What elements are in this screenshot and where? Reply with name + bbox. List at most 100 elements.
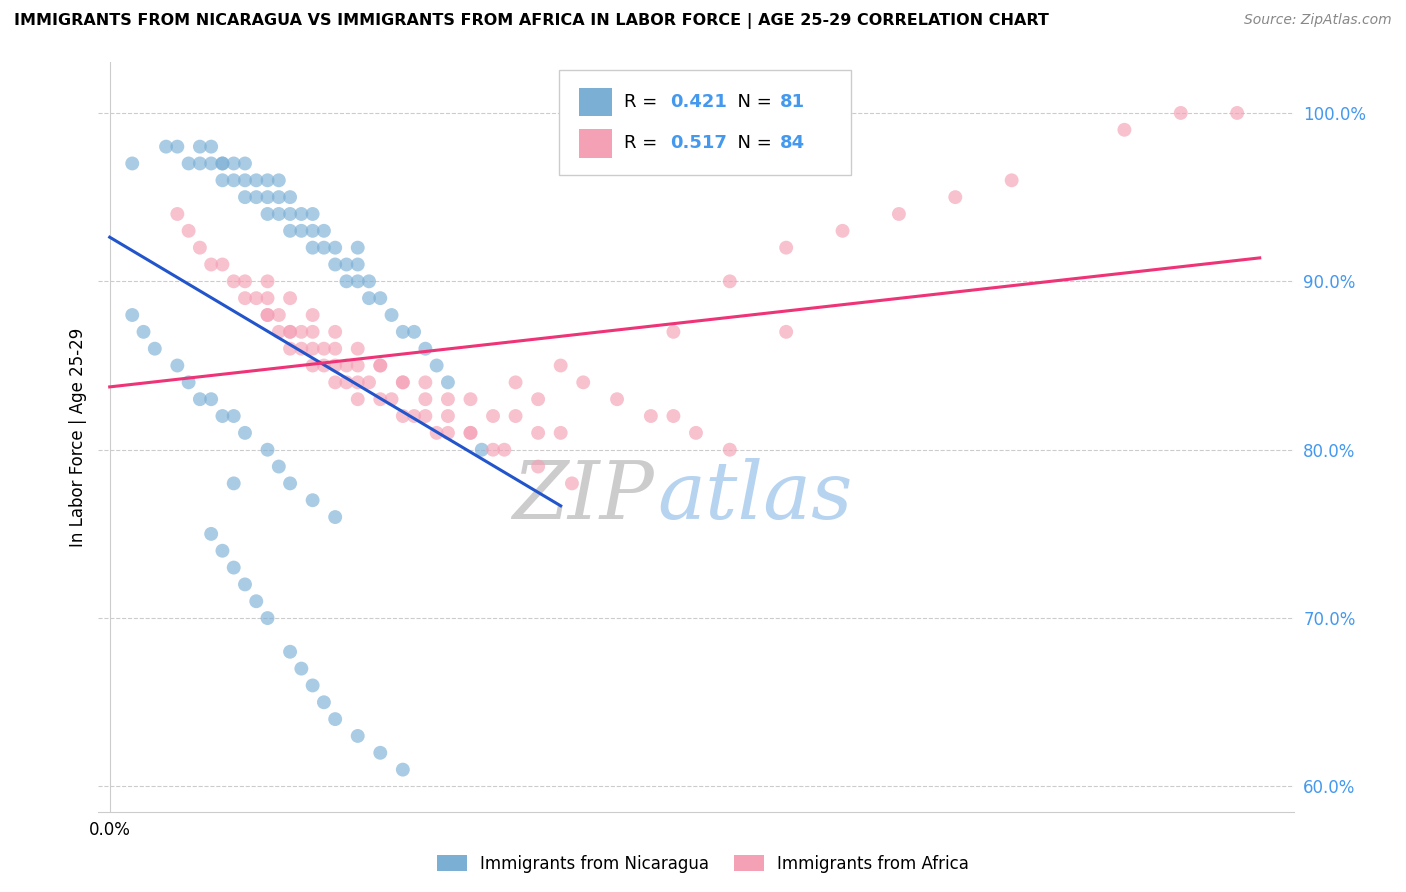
Point bbox=[312, 342, 335, 356]
Point bbox=[685, 425, 707, 440]
Point bbox=[211, 258, 233, 272]
Point bbox=[943, 190, 966, 204]
Point bbox=[233, 173, 256, 187]
Point bbox=[155, 139, 177, 153]
Point bbox=[301, 308, 323, 322]
Point bbox=[290, 224, 312, 238]
Point bbox=[301, 359, 323, 373]
Y-axis label: In Labor Force | Age 25-29: In Labor Force | Age 25-29 bbox=[69, 327, 87, 547]
Point bbox=[368, 291, 391, 305]
Point bbox=[662, 325, 685, 339]
Point bbox=[290, 662, 312, 676]
Point bbox=[166, 207, 188, 221]
Point bbox=[267, 207, 290, 221]
Point bbox=[1114, 123, 1136, 137]
Point bbox=[301, 325, 323, 339]
Point bbox=[505, 409, 527, 423]
Point bbox=[256, 207, 278, 221]
Point bbox=[404, 409, 426, 423]
Point bbox=[312, 224, 335, 238]
Point bbox=[437, 392, 460, 407]
Text: R =: R = bbox=[624, 93, 664, 112]
Point bbox=[505, 376, 527, 390]
FancyBboxPatch shape bbox=[558, 70, 852, 175]
Point bbox=[368, 359, 391, 373]
Point bbox=[222, 156, 245, 170]
Point bbox=[426, 425, 449, 440]
Point bbox=[323, 241, 346, 255]
Point bbox=[346, 258, 368, 272]
Point bbox=[346, 376, 368, 390]
Point bbox=[143, 342, 166, 356]
Point bbox=[211, 173, 233, 187]
Point bbox=[211, 543, 233, 558]
Point bbox=[718, 442, 741, 457]
Point bbox=[312, 241, 335, 255]
Point bbox=[368, 359, 391, 373]
Text: 81: 81 bbox=[780, 93, 804, 112]
Point bbox=[368, 392, 391, 407]
Point bbox=[1170, 106, 1192, 120]
Point bbox=[392, 376, 415, 390]
Point bbox=[494, 442, 516, 457]
Point bbox=[323, 258, 346, 272]
Point bbox=[335, 274, 357, 288]
Point bbox=[200, 527, 222, 541]
Point bbox=[662, 409, 685, 423]
Point bbox=[177, 156, 200, 170]
Point bbox=[200, 392, 222, 407]
Point bbox=[177, 224, 200, 238]
Point bbox=[256, 308, 278, 322]
Point bbox=[323, 325, 346, 339]
Point bbox=[211, 156, 233, 170]
Point bbox=[267, 308, 290, 322]
Point bbox=[346, 729, 368, 743]
Point bbox=[831, 224, 853, 238]
Point bbox=[200, 258, 222, 272]
Point bbox=[121, 156, 143, 170]
Point bbox=[245, 173, 267, 187]
Point bbox=[132, 325, 155, 339]
Point bbox=[323, 342, 346, 356]
Point bbox=[415, 392, 437, 407]
Point bbox=[323, 510, 346, 524]
Point bbox=[527, 392, 550, 407]
Point bbox=[301, 241, 323, 255]
Text: Source: ZipAtlas.com: Source: ZipAtlas.com bbox=[1244, 13, 1392, 28]
Point bbox=[460, 425, 482, 440]
Point bbox=[346, 274, 368, 288]
Point bbox=[233, 425, 256, 440]
Point bbox=[775, 325, 797, 339]
Point bbox=[278, 325, 301, 339]
Point bbox=[290, 325, 312, 339]
Point bbox=[312, 695, 335, 709]
Text: atlas: atlas bbox=[658, 458, 853, 536]
Point bbox=[278, 207, 301, 221]
Point bbox=[346, 241, 368, 255]
Point bbox=[267, 325, 290, 339]
Point bbox=[245, 190, 267, 204]
Point bbox=[437, 425, 460, 440]
Point bbox=[527, 425, 550, 440]
Text: ZIP: ZIP bbox=[512, 458, 654, 536]
Point bbox=[301, 493, 323, 508]
Point bbox=[278, 224, 301, 238]
Point bbox=[572, 376, 595, 390]
Point bbox=[256, 173, 278, 187]
Point bbox=[233, 190, 256, 204]
Text: 84: 84 bbox=[780, 135, 804, 153]
Point bbox=[256, 190, 278, 204]
Text: 0.517: 0.517 bbox=[669, 135, 727, 153]
Point bbox=[188, 241, 211, 255]
Point bbox=[357, 274, 380, 288]
Point bbox=[233, 156, 256, 170]
Point bbox=[357, 376, 380, 390]
Point bbox=[482, 409, 505, 423]
Point bbox=[256, 442, 278, 457]
Point bbox=[460, 425, 482, 440]
Point bbox=[368, 746, 391, 760]
Point bbox=[392, 325, 415, 339]
Point bbox=[312, 359, 335, 373]
Point bbox=[380, 392, 402, 407]
Point bbox=[245, 291, 267, 305]
